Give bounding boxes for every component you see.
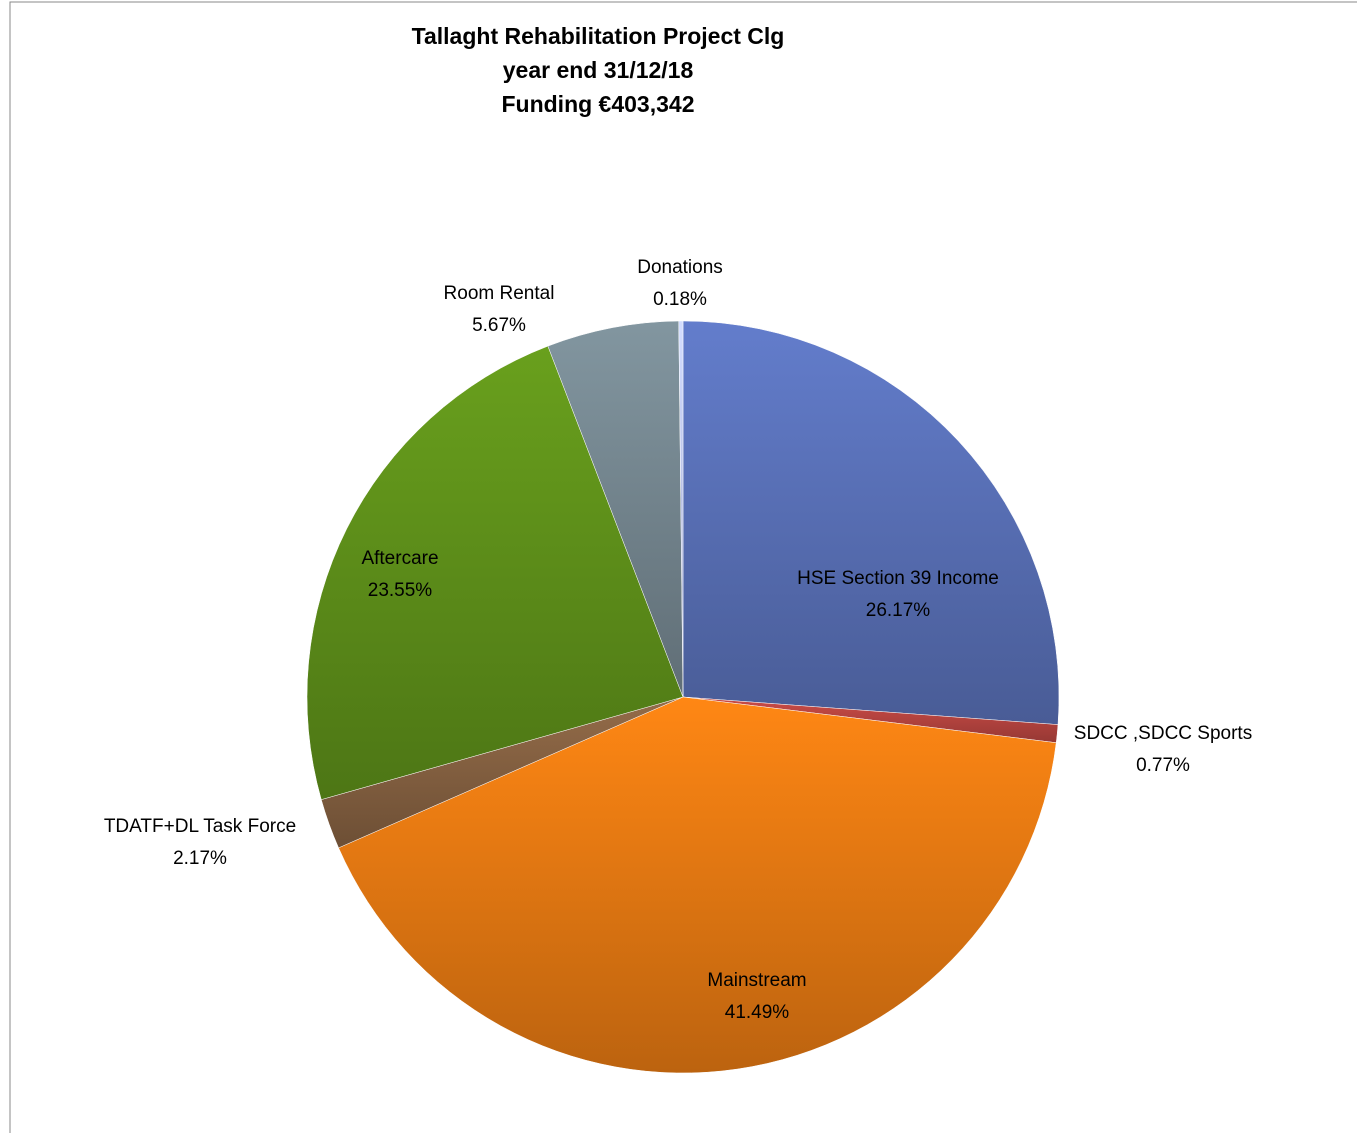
pie-slice [306, 345, 684, 800]
slice-value-label: 2.17% [173, 848, 227, 869]
pie-slice [547, 320, 684, 698]
slice-value-label: 41.49% [725, 1002, 790, 1023]
chart-title: Tallaght Rehabilitation Project Clg [412, 23, 785, 49]
slice-label: TDATF+DL Task Force [104, 816, 296, 837]
slice-label: Mainstream [707, 970, 806, 991]
slice-value-label: 26.17% [866, 600, 931, 621]
chart-title: Funding €403,342 [501, 91, 694, 117]
slice-label: SDCC ,SDCC Sports [1074, 723, 1252, 744]
slice-label: Room Rental [444, 283, 555, 304]
slice-label: HSE Section 39 Income [797, 568, 999, 589]
slice-label: Donations [637, 257, 723, 278]
slice-value-label: 0.77% [1136, 755, 1190, 776]
chart-title: year end 31/12/18 [503, 57, 694, 83]
slice-label: Aftercare [361, 548, 438, 569]
pie-slice [682, 320, 1060, 725]
slice-value-label: 23.55% [368, 580, 433, 601]
slice-value-label: 0.18% [653, 289, 707, 310]
pie-slice [678, 320, 684, 698]
slice-value-label: 5.67% [472, 315, 526, 336]
pie-slice [338, 696, 1057, 1074]
